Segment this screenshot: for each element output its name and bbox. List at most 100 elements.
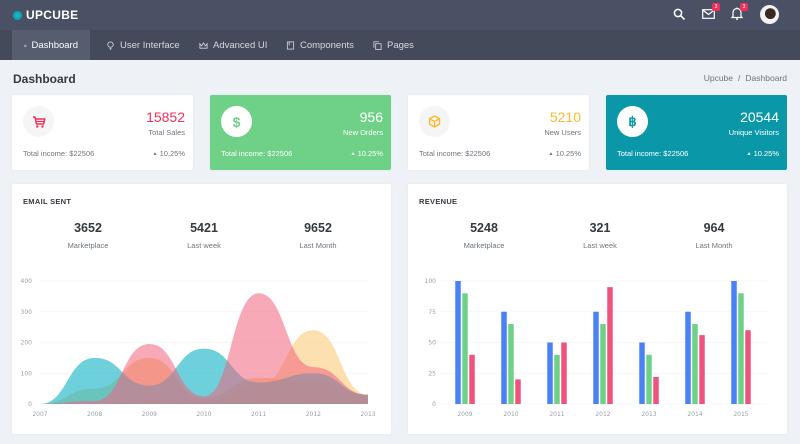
stat-card-total-sales: 15852 Total Sales Total income: $22506 ▲… [12,95,193,170]
svg-text:100: 100 [425,278,437,285]
nav-label: Pages [387,39,414,51]
stat-card-new-orders: $ 956 New Orders Total income: $22506 ▲ … [210,95,391,170]
nav-item-pages[interactable]: Pages [361,30,426,60]
svg-text:300: 300 [21,309,33,316]
stat-footer: Total income: $22506 [419,149,491,158]
kpi-label: Last Month [695,241,733,250]
stat-value: 15852 [146,109,185,125]
stat-value: 20544 [740,109,779,125]
kpi-value: 9652 [304,221,332,235]
caret-up-icon: ▲ [350,151,356,157]
nav-label: Advanced UI [213,39,268,51]
svg-text:75: 75 [428,309,436,316]
bell-icon[interactable]: 3 [730,3,748,25]
svg-text:2011: 2011 [251,411,266,418]
cube-icon [419,106,450,137]
svg-text:2008: 2008 [87,411,102,418]
kpi-value: 5248 [470,221,498,235]
stat-card-unique-visitors: ฿ 20544 Unique Visitors Total income: $2… [606,95,787,170]
mail-icon[interactable]: 3 [702,3,720,25]
stat-value: 5210 [549,109,581,125]
stat-footer: Total income: $22506 [617,149,689,158]
breadcrumb-current: Dashboard [745,73,787,83]
page-title: Dashboard [13,72,76,86]
stat-label: Unique Visitors [728,128,779,137]
pages-icon [373,40,382,50]
breadcrumb: Upcube / Dashboard [704,73,787,83]
bitcoin-icon: ฿ [617,106,648,137]
brand-name: UPCUBE [26,8,79,22]
kpi-last-week: 5421 Last week [154,221,254,250]
stat-value: 956 [359,109,383,125]
crown-icon [199,41,208,49]
card-title: REVENUE [419,197,458,206]
kpi-label: Marketplace [67,241,109,250]
kpi-value: 3652 [74,221,102,235]
stat-label: New Users [544,128,581,137]
stat-change: ▲ 10.25% [152,149,185,158]
kpi-label: Marketplace [463,241,505,250]
svg-text:2012: 2012 [595,411,610,418]
kpi-marketplace: 3652 Marketplace [38,221,138,250]
stat-change: ▲ 10.25% [548,149,581,158]
svg-text:2014: 2014 [687,411,702,418]
nav-item-user-interface[interactable]: User Interface [94,30,192,60]
svg-text:2009: 2009 [457,411,472,418]
revenue-bar-chart[interactable]: 0 25 50 75 100 2009 2010 2011 2012 2013 2014 2015 [408,184,787,434]
nav-item-dashboard[interactable]: Dashboard [12,30,90,60]
cart-icon [23,106,54,137]
stat-footer: Total income: $22506 [23,149,95,158]
nav-item-advanced-ui[interactable]: Advanced UI [187,30,279,60]
svg-text:50: 50 [428,340,436,347]
nav-label: Components [300,39,354,51]
svg-text:0: 0 [432,401,436,408]
svg-text:200: 200 [21,340,33,347]
svg-text:25: 25 [428,370,436,377]
dollar-icon: $ [221,106,252,137]
breadcrumb-separator: / [738,73,741,83]
card-title: EMAIL SENT [23,197,72,206]
caret-up-icon: ▲ [152,151,158,157]
kpi-label: Last week [187,241,221,250]
breadcrumb-home[interactable]: Upcube [703,73,734,83]
kpi-label: Last week [583,241,617,250]
top-bar: UPCUBE 3 3 [0,0,800,30]
caret-up-icon: ▲ [746,151,752,157]
svg-text:2007: 2007 [32,411,47,418]
email-area-chart[interactable]: 0 100 200 300 400 2007 2008 2009 2010 2011 2012 201… [12,184,391,434]
kpi-label: Last Month [299,241,337,250]
svg-text:400: 400 [21,278,33,285]
stat-change: ▲ 10.25% [350,149,383,158]
revenue-card: REVENUE 5248 Marketplace 321 Last week 9… [408,184,787,434]
svg-text:100: 100 [21,370,33,377]
svg-text:0: 0 [28,401,32,408]
search-icon[interactable] [673,7,685,25]
user-avatar[interactable] [760,5,779,24]
caret-up-icon: ▲ [548,151,554,157]
svg-text:2012: 2012 [306,411,321,418]
kpi-last-month: 9652 Last Month [268,221,368,250]
logo[interactable]: UPCUBE [13,8,78,22]
nav-label: Dashboard [31,39,78,51]
stat-change: ▲ 10.25% [746,149,779,158]
book-icon [286,40,295,50]
kpi-last-month: 964 Last Month [664,221,764,250]
nav-item-components[interactable]: Components [274,30,366,60]
svg-text:2013: 2013 [641,411,656,418]
svg-text:2010: 2010 [196,411,211,418]
stat-label: New Orders [342,128,383,137]
lightbulb-icon [107,40,114,50]
mail-badge: 3 [712,3,720,11]
main-nav: Dashboard User Interface Advanced UI Com… [0,30,800,60]
kpi-value: 321 [589,221,611,235]
svg-text:2013: 2013 [360,411,375,418]
stat-card-new-users: 5210 New Users Total income: $22506 ▲ 10… [408,95,589,170]
svg-text:2015: 2015 [733,411,748,418]
home-icon [24,43,27,47]
nav-label: User Interface [120,39,180,51]
svg-text:2010: 2010 [503,411,518,418]
stat-footer: Total income: $22506 [221,149,293,158]
kpi-last-week: 321 Last week [550,221,650,250]
bell-badge: 3 [740,3,748,11]
kpi-value: 964 [703,221,725,235]
